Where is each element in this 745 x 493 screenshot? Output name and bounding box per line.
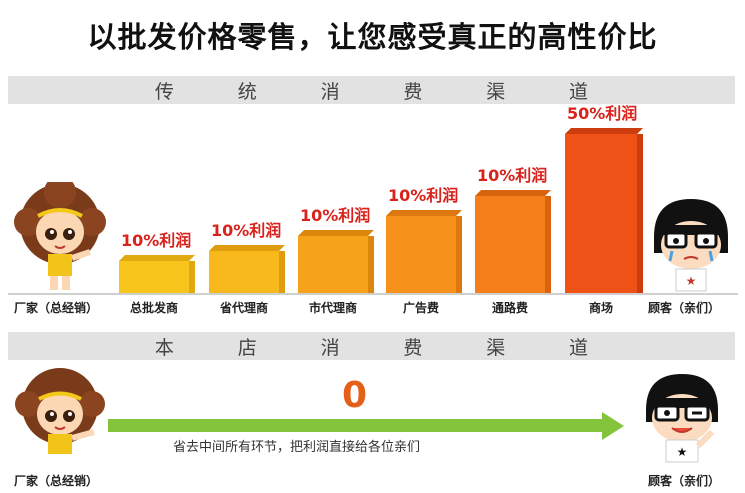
- store-channel-char: 本: [154, 336, 174, 359]
- bar-profit-label: 10%利润: [388, 186, 459, 205]
- bar-category-label: 市代理商: [308, 301, 357, 315]
- manufacturer-label-bottom: 厂家（总经销）: [14, 474, 99, 488]
- bar-category-label: 通路费: [491, 301, 528, 315]
- traditional-channel-band: 传统消费渠道: [8, 76, 735, 104]
- svg-text:★: ★: [677, 445, 688, 459]
- bar-front: [119, 261, 189, 293]
- bar: [119, 255, 195, 293]
- store-channel-char: 消: [320, 336, 340, 359]
- traditional-baseline: [8, 293, 738, 295]
- bar-side: [279, 251, 285, 293]
- traditional-channel-char: 渠: [486, 80, 506, 103]
- bar-side: [368, 236, 374, 293]
- bar-side: [545, 196, 551, 293]
- bar-category-label: 广告费: [402, 301, 439, 315]
- store-channel-char: 道: [569, 336, 589, 359]
- bar-front: [386, 216, 456, 293]
- bar-side: [456, 216, 462, 293]
- bar-top: [565, 128, 643, 134]
- bar-category-label: 总批发商: [129, 301, 178, 315]
- bar-top: [298, 230, 374, 236]
- direct-arrow-head-icon: [602, 412, 624, 440]
- manufacturer-girl-figure: [14, 182, 106, 290]
- bar-profit-label: 10%利润: [300, 206, 371, 225]
- svg-text:★: ★: [686, 274, 697, 288]
- bar-front: [209, 251, 279, 293]
- bar: [475, 190, 551, 293]
- bar-top: [209, 245, 285, 251]
- bar: [209, 245, 285, 293]
- bar-side: [637, 134, 643, 293]
- bar-top: [475, 190, 551, 196]
- traditional-channel-char: 统: [237, 80, 257, 103]
- traditional-channel-char: 费: [403, 80, 423, 103]
- customer-label-top: 顾客（亲们）: [648, 301, 721, 315]
- bar-category-label: 商场: [588, 301, 613, 315]
- customer-label-bottom: 顾客（亲们）: [648, 474, 721, 488]
- traditional-channel-char: 消: [320, 80, 340, 103]
- bar: [565, 128, 643, 293]
- customer-happy-figure: ★: [646, 374, 718, 463]
- traditional-channel-char: 道: [569, 80, 589, 103]
- traditional-channel-char: 传: [154, 80, 174, 103]
- bar-profit-label: 50%利润: [567, 104, 638, 123]
- store-channel-band: 本店消费渠道: [8, 332, 735, 360]
- bar-category-label: 省代理商: [219, 301, 268, 315]
- customer-crying-figure: ★: [654, 199, 728, 292]
- store-channel-char: 费: [403, 336, 423, 359]
- manufacturer-label-top: 厂家（总经销）: [14, 301, 99, 315]
- bar-profit-label: 10%利润: [477, 166, 548, 185]
- bar-front: [475, 196, 545, 293]
- bar-front: [298, 236, 368, 293]
- bar: [298, 230, 374, 293]
- store-channel-char: 渠: [486, 336, 506, 359]
- manufacturer-girl-figure-bottom: [15, 368, 105, 454]
- store-channel-char: 店: [237, 336, 257, 359]
- bar-side: [189, 261, 195, 293]
- bar-top: [119, 255, 195, 261]
- direct-arrow-shaft: [108, 419, 606, 432]
- bar-profit-label: 10%利润: [211, 221, 282, 240]
- bar-top: [386, 210, 462, 216]
- direct-arrow-caption: 省去中间所有环节，把利润直接给各位亲们: [173, 440, 421, 455]
- zero-profit-value: 0: [342, 375, 368, 416]
- headline: 以批发价格零售，让您感受真正的高性价比: [87, 20, 658, 54]
- bar-front: [565, 134, 637, 293]
- bar-profit-label: 10%利润: [121, 231, 192, 250]
- bar: [386, 210, 462, 293]
